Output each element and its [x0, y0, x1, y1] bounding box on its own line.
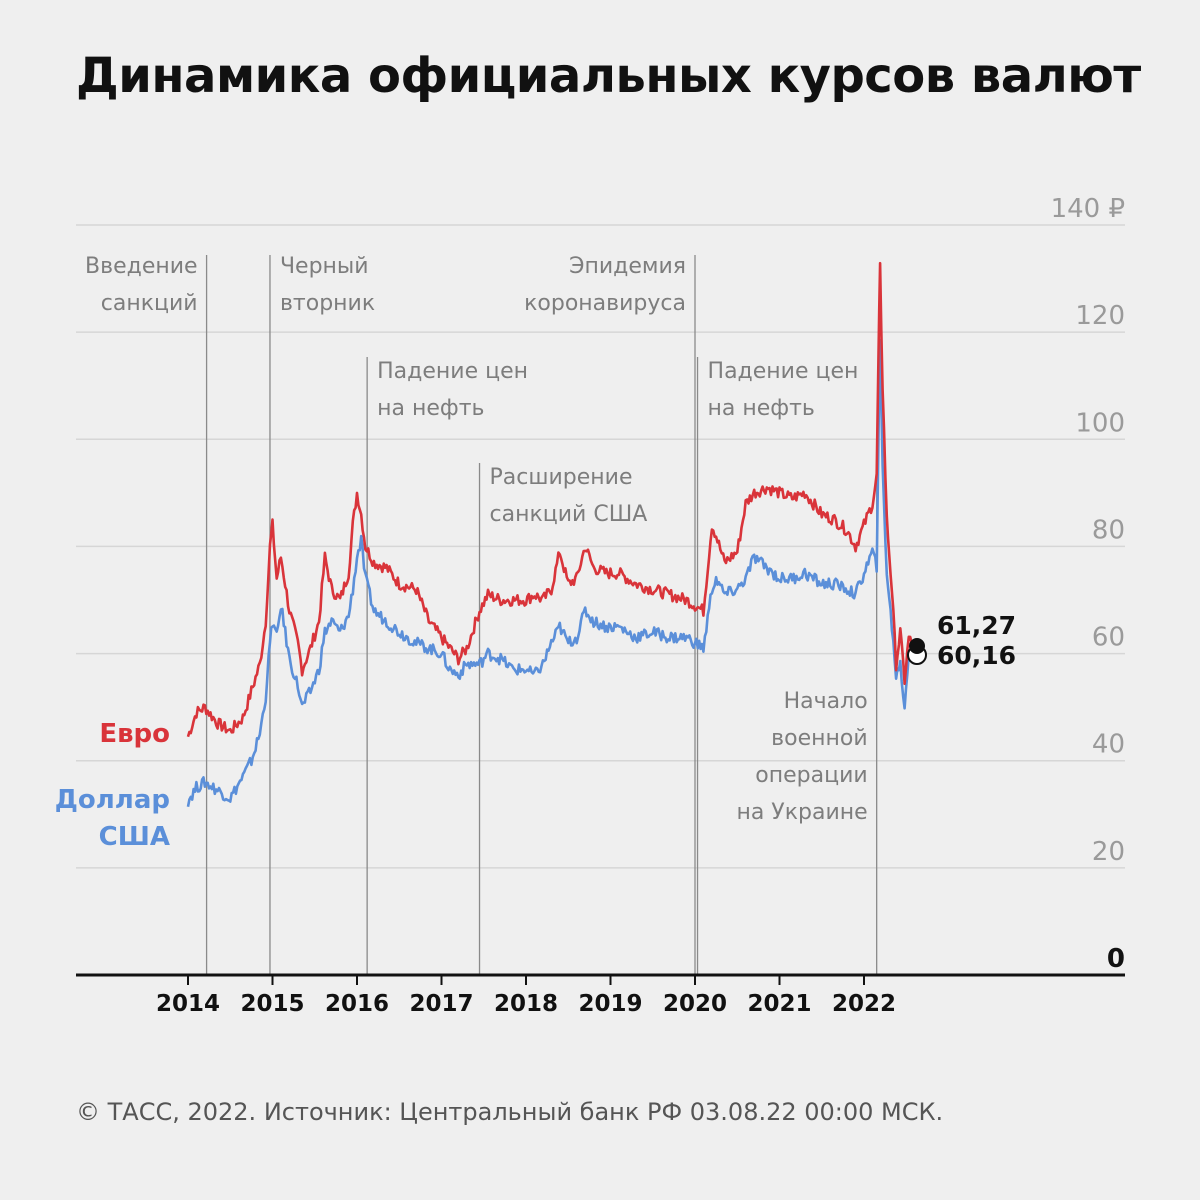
x-tick-label: 2022: [832, 991, 896, 1017]
event-label: операции: [755, 763, 867, 788]
series-line-usd: [186, 338, 915, 807]
series-line-euro: [186, 261, 915, 738]
event-label: на Украине: [736, 800, 867, 825]
x-tick-label: 2019: [578, 991, 642, 1017]
end-label-euro: 61,27: [937, 611, 1016, 640]
y-tick-label: 20: [1092, 837, 1125, 867]
end-value-markers: 61,27 60,16: [907, 611, 1016, 670]
event-label: на нефть: [708, 396, 815, 421]
event-label: Начало: [784, 689, 868, 714]
y-tick-label: 140 ₽: [1051, 194, 1125, 224]
event-label: Падение цен: [377, 359, 528, 384]
end-label-usd: 60,16: [937, 641, 1016, 670]
event-label: Введение: [85, 254, 198, 279]
event-label: санкций: [101, 291, 198, 316]
x-tick-label: 2018: [494, 991, 558, 1017]
grid-lines: [76, 224, 1125, 869]
series-lines: [186, 261, 915, 807]
y-axis-ticks: 0 20 40 60 80 100 120 140 ₽: [1051, 194, 1125, 974]
x-tick-label: 2014: [156, 991, 220, 1017]
event-label: военной: [771, 726, 868, 751]
chart-title: Динамика официальных курсов валют: [76, 48, 1141, 104]
event-markers: Введение санкций Черный вторник Падение цен н…: [85, 254, 878, 975]
event-label: на нефть: [377, 396, 484, 421]
x-axis-ticks: 2014 2015 2016 2017 2018 2019 2020 2021 2022: [156, 975, 896, 1017]
y-tick-label: 60: [1092, 623, 1125, 653]
x-tick-label: 2015: [240, 991, 304, 1017]
x-tick-label: 2021: [747, 991, 811, 1017]
legend: Евро Доллар США: [55, 719, 170, 852]
source-footer: © ТАСС, 2022. Источник: Центральный банк…: [76, 1098, 944, 1126]
legend-usd-line1: Доллар: [55, 785, 170, 815]
event-label: вторник: [280, 291, 375, 316]
event-label: Расширение: [490, 465, 633, 490]
y-tick-label: 120: [1075, 301, 1125, 331]
x-tick-label: 2017: [409, 991, 473, 1017]
event-label: Эпидемия: [569, 254, 686, 279]
event-label: коронавируса: [524, 291, 686, 316]
y-tick-label: 100: [1075, 408, 1125, 438]
legend-euro: Евро: [99, 719, 170, 749]
y-tick-label: 40: [1092, 730, 1125, 760]
x-tick-label: 2020: [663, 991, 727, 1017]
y-tick-label: 80: [1092, 515, 1125, 545]
x-tick-label: 2016: [325, 991, 389, 1017]
event-label: санкций США: [490, 502, 648, 527]
event-label: Падение цен: [708, 359, 859, 384]
y-tick-label: 0: [1107, 944, 1125, 974]
legend-usd-line2: США: [99, 822, 170, 852]
event-label: Черный: [280, 254, 369, 279]
end-point-euro: [909, 638, 925, 654]
